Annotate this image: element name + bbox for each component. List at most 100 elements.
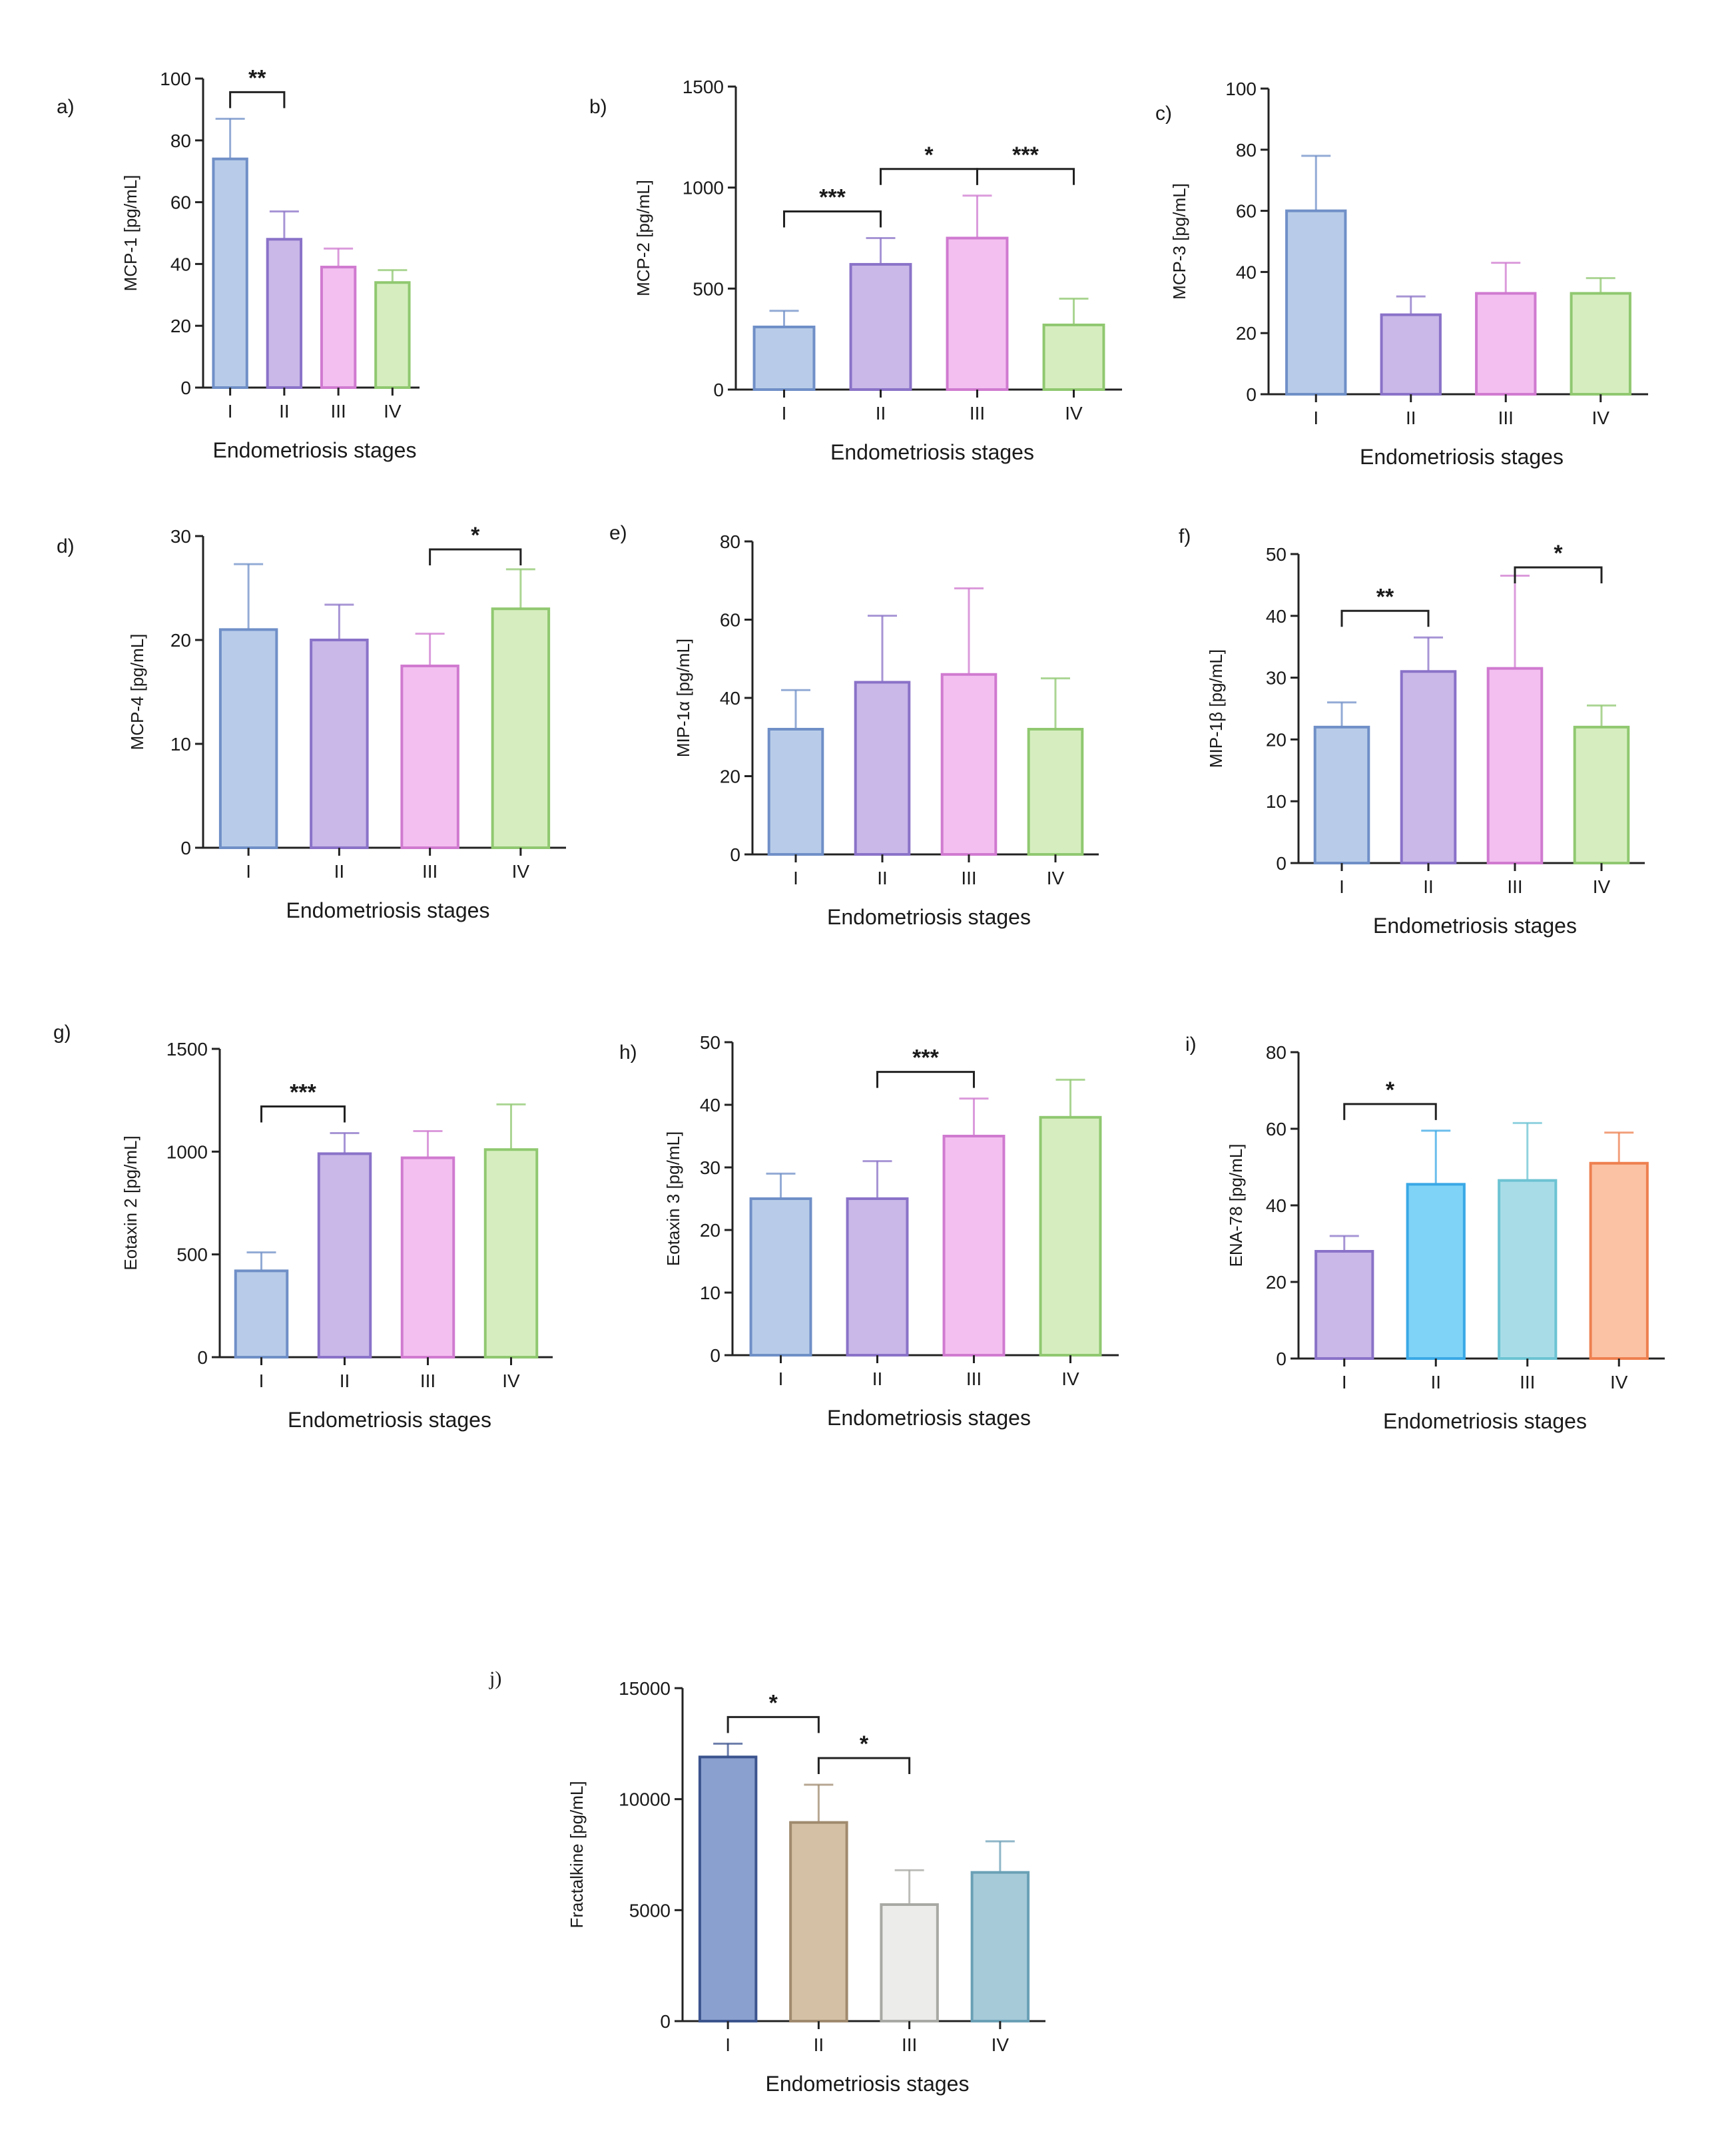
y-tick-label: 1500 [166,1039,208,1060]
significance-label: * [924,143,934,168]
panel-label: g) [53,1022,71,1044]
bar-II [266,238,303,389]
panel-label: a) [57,96,75,118]
y-axis-title: MIP-1β [pg/mL] [1206,649,1226,768]
x-tick-label: IV [1047,868,1065,888]
y-tick-label: 0 [730,844,740,865]
x-tick-label: I [259,1371,264,1391]
y-axis-title: MCP-4 [pg/mL] [127,634,147,751]
significance-bracket [726,1715,820,1733]
significance-bracket [880,168,978,185]
significance-label: * [1554,541,1563,566]
significance-label: ** [1376,584,1394,609]
y-axis-title: MCP-3 [pg/mL] [1169,183,1189,300]
significance-label: * [769,1690,778,1715]
y-tick-label: 0 [1276,1349,1287,1369]
x-axis-title: Endometriosis stages [288,1408,491,1432]
y-tick-label: 40 [1236,262,1257,282]
y-tick-label: 20 [720,766,740,787]
x-tick-label: II [872,1369,883,1389]
x-tick-label: IV [1065,403,1083,424]
y-tick-label: 60 [720,610,740,631]
bar-II [1406,1183,1466,1360]
x-tick-label: II [334,861,345,882]
x-tick-label: IV [1610,1372,1628,1392]
y-tick-label: 500 [176,1245,208,1265]
x-axis-title: Endometriosis stages [766,2072,970,2096]
y-axis-title: ENA-78 [pg/mL] [1226,1144,1246,1267]
panel-label: f) [1179,525,1191,547]
panel-label: c) [1155,103,1172,125]
bar-IV [1042,323,1105,391]
significance-bracket [876,1071,975,1088]
y-tick-label: 0 [180,378,191,398]
bar-III [400,665,459,849]
bar-II [1400,670,1457,864]
bar-I [767,728,824,856]
y-tick-label: 50 [1266,544,1287,565]
bar-II [854,681,911,856]
significance-label: *** [912,1046,939,1071]
x-tick-label: III [961,868,976,888]
y-tick-label: 60 [1236,201,1257,222]
x-axis-title: Endometriosis stages [1373,914,1577,938]
y-tick-label: 30 [700,1157,721,1178]
panel-label: d) [57,535,75,557]
y-tick-label: 80 [1266,1042,1287,1063]
y-tick-label: 20 [700,1220,721,1241]
bar-IV [1570,292,1631,396]
x-axis-title: Endometriosis stages [1360,445,1564,469]
bar-III [880,1903,939,2022]
bar-IV [1589,1161,1649,1360]
x-tick-label: III [420,1371,435,1391]
y-tick-label: 1000 [683,178,724,198]
significance-bracket [1340,609,1430,627]
significance-bracket [817,1757,911,1774]
y-axis-title: MIP-1α [pg/mL] [673,639,693,757]
y-tick-label: 60 [170,192,191,213]
bar-IV [1573,725,1630,864]
y-tick-label: 1000 [166,1141,208,1162]
x-tick-label: III [330,401,346,422]
x-tick-label: IV [512,861,530,882]
x-axis-title: Endometriosis stages [830,440,1034,464]
x-tick-label: IV [1061,1369,1079,1389]
x-axis-title: Endometriosis stages [1383,1409,1587,1433]
x-tick-label: II [877,868,888,888]
y-tick-label: 50 [700,1032,721,1053]
x-tick-label: II [1406,408,1416,428]
y-tick-label: 40 [1266,606,1287,627]
x-tick-label: II [814,2034,824,2055]
bar-III [940,673,998,856]
significance-bracket [783,210,882,228]
y-axis-title: Fractalkine [pg/mL] [567,1781,587,1928]
y-tick-label: 0 [660,2011,671,2032]
panel-label: i) [1185,1034,1197,1056]
significance-bracket [976,168,1075,185]
significance-bracket [260,1105,346,1123]
y-axis-title: MCP-1 [pg/mL] [121,175,141,292]
y-axis-title: Eotaxin 3 [pg/mL] [663,1131,683,1266]
bar-III [942,1135,1006,1357]
panel-label: h) [619,1042,637,1064]
y-tick-label: 20 [1236,323,1257,344]
y-tick-label: 100 [160,69,191,89]
bar-III [1498,1179,1558,1360]
x-tick-label: III [422,861,437,882]
y-tick-label: 10000 [619,1789,671,1810]
significance-bracket [1343,1103,1437,1120]
x-tick-label: I [1313,408,1318,428]
significance-label: *** [1012,143,1039,168]
y-tick-label: 20 [170,316,191,336]
y-axis-title: MCP-2 [pg/mL] [633,180,653,296]
bar-I [752,325,816,392]
bar-I [698,1755,758,2022]
y-tick-label: 500 [693,278,724,299]
x-tick-label: IV [992,2034,1010,2055]
x-tick-label: II [1430,1372,1441,1392]
